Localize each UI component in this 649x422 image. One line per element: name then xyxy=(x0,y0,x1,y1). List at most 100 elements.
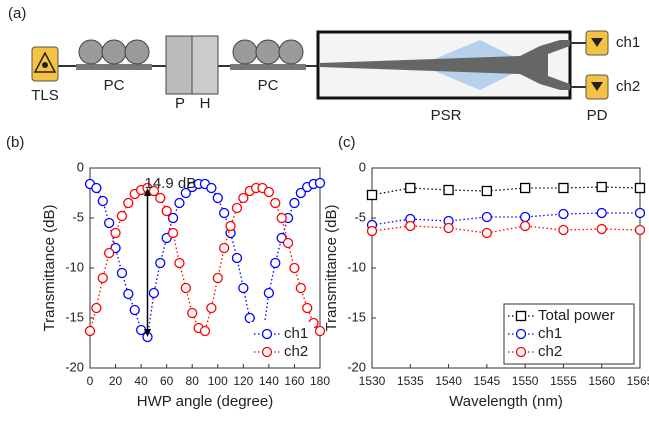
marker xyxy=(270,197,281,209)
hwp-label: H xyxy=(200,95,211,112)
marker xyxy=(295,282,306,294)
legend-marker xyxy=(261,346,273,358)
marker xyxy=(405,220,416,232)
marker xyxy=(123,197,134,209)
x-tick-label: 1535 xyxy=(397,374,424,388)
pc-label: PC xyxy=(104,77,125,94)
marker xyxy=(519,220,531,232)
panel-label: (a) xyxy=(8,5,26,22)
legend-marker xyxy=(261,328,273,340)
legend-marker xyxy=(515,310,527,322)
ch2-label: ch2 xyxy=(616,78,640,95)
legend-box xyxy=(250,322,314,364)
tls-icon xyxy=(33,51,57,73)
x-axis-label: Wavelength (nm) xyxy=(449,393,563,410)
marker xyxy=(155,257,166,269)
marker xyxy=(263,186,275,198)
pd-icon xyxy=(591,38,603,47)
marker xyxy=(116,210,128,222)
pc-loop xyxy=(278,39,304,65)
marker xyxy=(155,192,166,204)
marker xyxy=(443,222,454,234)
marker xyxy=(263,287,275,299)
legend-marker xyxy=(515,346,527,358)
marker xyxy=(129,304,140,316)
marker xyxy=(174,197,185,209)
legend-label: ch2 xyxy=(538,343,562,360)
marker xyxy=(97,195,108,207)
x-tick-label: 120 xyxy=(233,374,253,388)
marker xyxy=(405,182,416,194)
marker xyxy=(366,189,378,201)
marker xyxy=(104,247,115,259)
marker xyxy=(481,211,493,223)
marker xyxy=(302,302,313,314)
pc-loop xyxy=(78,39,104,65)
psr-label: PSR xyxy=(431,107,462,124)
x-tick-label: 1540 xyxy=(435,374,462,388)
legend-marker xyxy=(515,328,527,340)
marker xyxy=(596,207,607,219)
marker xyxy=(231,252,243,264)
y-tick-label: -20 xyxy=(65,359,84,374)
x-tick-label: 100 xyxy=(208,374,228,388)
marker xyxy=(276,212,287,224)
marker xyxy=(282,237,294,249)
x-tick-label: 1550 xyxy=(512,374,539,388)
y-tick-label: -10 xyxy=(65,259,84,274)
marker xyxy=(174,257,185,269)
pd-icon xyxy=(591,82,603,91)
marker xyxy=(219,207,230,219)
marker xyxy=(206,182,217,194)
marker xyxy=(238,282,249,294)
marker xyxy=(104,217,115,229)
y-tick-label: -20 xyxy=(347,359,366,374)
x-tick-label: 1530 xyxy=(359,374,386,388)
marker xyxy=(295,187,306,199)
x-tick-label: 1565 xyxy=(627,374,649,388)
marker xyxy=(596,181,607,193)
marker xyxy=(634,224,646,236)
y-tick-label: -10 xyxy=(347,259,366,274)
legend-label: ch1 xyxy=(538,325,562,342)
marker xyxy=(161,205,172,217)
series-line xyxy=(371,212,640,226)
marker xyxy=(199,325,211,337)
x-tick-label: 1560 xyxy=(588,374,615,388)
legend-label: Total power xyxy=(538,307,615,324)
series-line xyxy=(371,225,641,234)
psr-waveguide xyxy=(320,40,570,90)
marker xyxy=(180,187,191,199)
y-tick-label: -15 xyxy=(65,309,84,324)
series-line xyxy=(371,186,641,196)
marker xyxy=(97,272,108,284)
x-tick-label: 1555 xyxy=(550,374,577,388)
x-tick-label: 0 xyxy=(87,374,94,388)
ch1-label: ch1 xyxy=(616,34,640,51)
legend-label: ch2 xyxy=(284,343,308,360)
pc-base xyxy=(76,64,152,70)
legend-label: ch1 xyxy=(284,325,308,342)
marker xyxy=(634,207,646,219)
marker xyxy=(225,220,236,232)
marker xyxy=(366,225,378,237)
panel-label: (b) xyxy=(6,134,24,151)
marker xyxy=(187,307,198,319)
tls-label: TLS xyxy=(31,87,59,104)
series-line xyxy=(89,187,321,332)
y-tick-label: 0 xyxy=(77,159,84,174)
arrow-head xyxy=(144,329,151,337)
tls-icon xyxy=(42,62,48,68)
arrow-head xyxy=(144,188,151,196)
x-tick-label: 60 xyxy=(160,374,174,388)
x-axis-label: HWP angle (degree) xyxy=(137,393,273,410)
x-tick-label: 20 xyxy=(109,374,123,388)
marker xyxy=(558,208,569,220)
pc-loop xyxy=(232,39,258,65)
marker xyxy=(443,184,454,196)
marker xyxy=(596,223,607,235)
marker xyxy=(558,224,569,236)
x-tick-label: 40 xyxy=(134,374,148,388)
pc-base xyxy=(230,64,306,70)
